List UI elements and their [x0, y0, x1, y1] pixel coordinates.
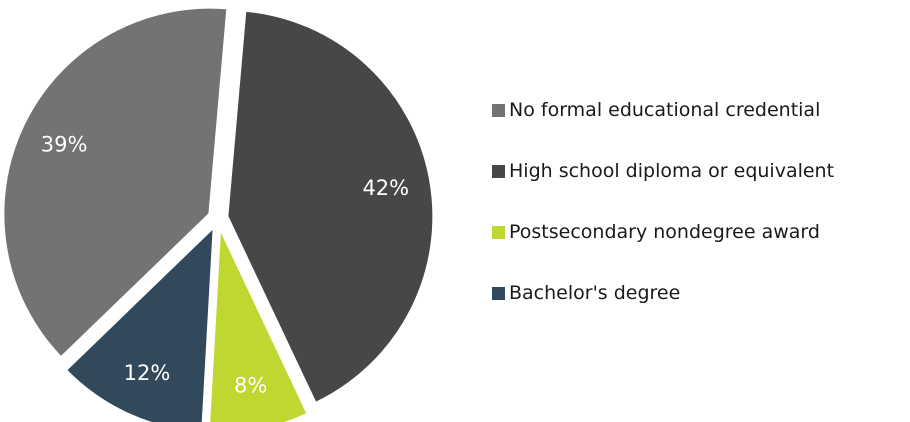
legend-label: High school diploma or equivalent [509, 160, 835, 182]
data-label-bachelor-s-degree: 12% [124, 361, 171, 385]
chart-legend: No formal educational credential High sch… [492, 99, 835, 344]
data-label-no-formal-educational-credential: 39% [41, 133, 88, 157]
legend-swatch [492, 164, 505, 178]
data-label-high-school-diploma-or-equivalent: 42% [362, 176, 409, 200]
legend-swatch [492, 103, 505, 117]
data-label-postsecondary-nondegree-award: 8% [234, 373, 267, 397]
legend-label: No formal educational credential [509, 99, 821, 121]
pie-slice-postsecondary-nondegree-award [207, 225, 310, 422]
pie-chart: 42% 8% 12% 39% [1, 5, 436, 422]
legend-label: Bachelor's degree [509, 282, 681, 304]
legend-item-bachelor-s-degree: Bachelor's degree [492, 282, 834, 304]
pie-slice-high-school-diploma-or-equivalent [225, 8, 436, 406]
pie-slice-no-formal-educational-credential [1, 5, 230, 360]
pie-slice-bachelor-s-degree [63, 224, 216, 422]
legend-item-high-school-diploma-or-equivalent: High school diploma or equivalent [492, 160, 835, 182]
legend-item-postsecondary-nondegree-award: Postsecondary nondegree award [492, 221, 834, 243]
legend-swatch [492, 286, 505, 300]
legend-item-no-formal-educational-credential: No formal educational credential [492, 99, 834, 121]
legend-swatch [492, 225, 505, 239]
legend-label: Postsecondary nondegree award [509, 221, 820, 243]
